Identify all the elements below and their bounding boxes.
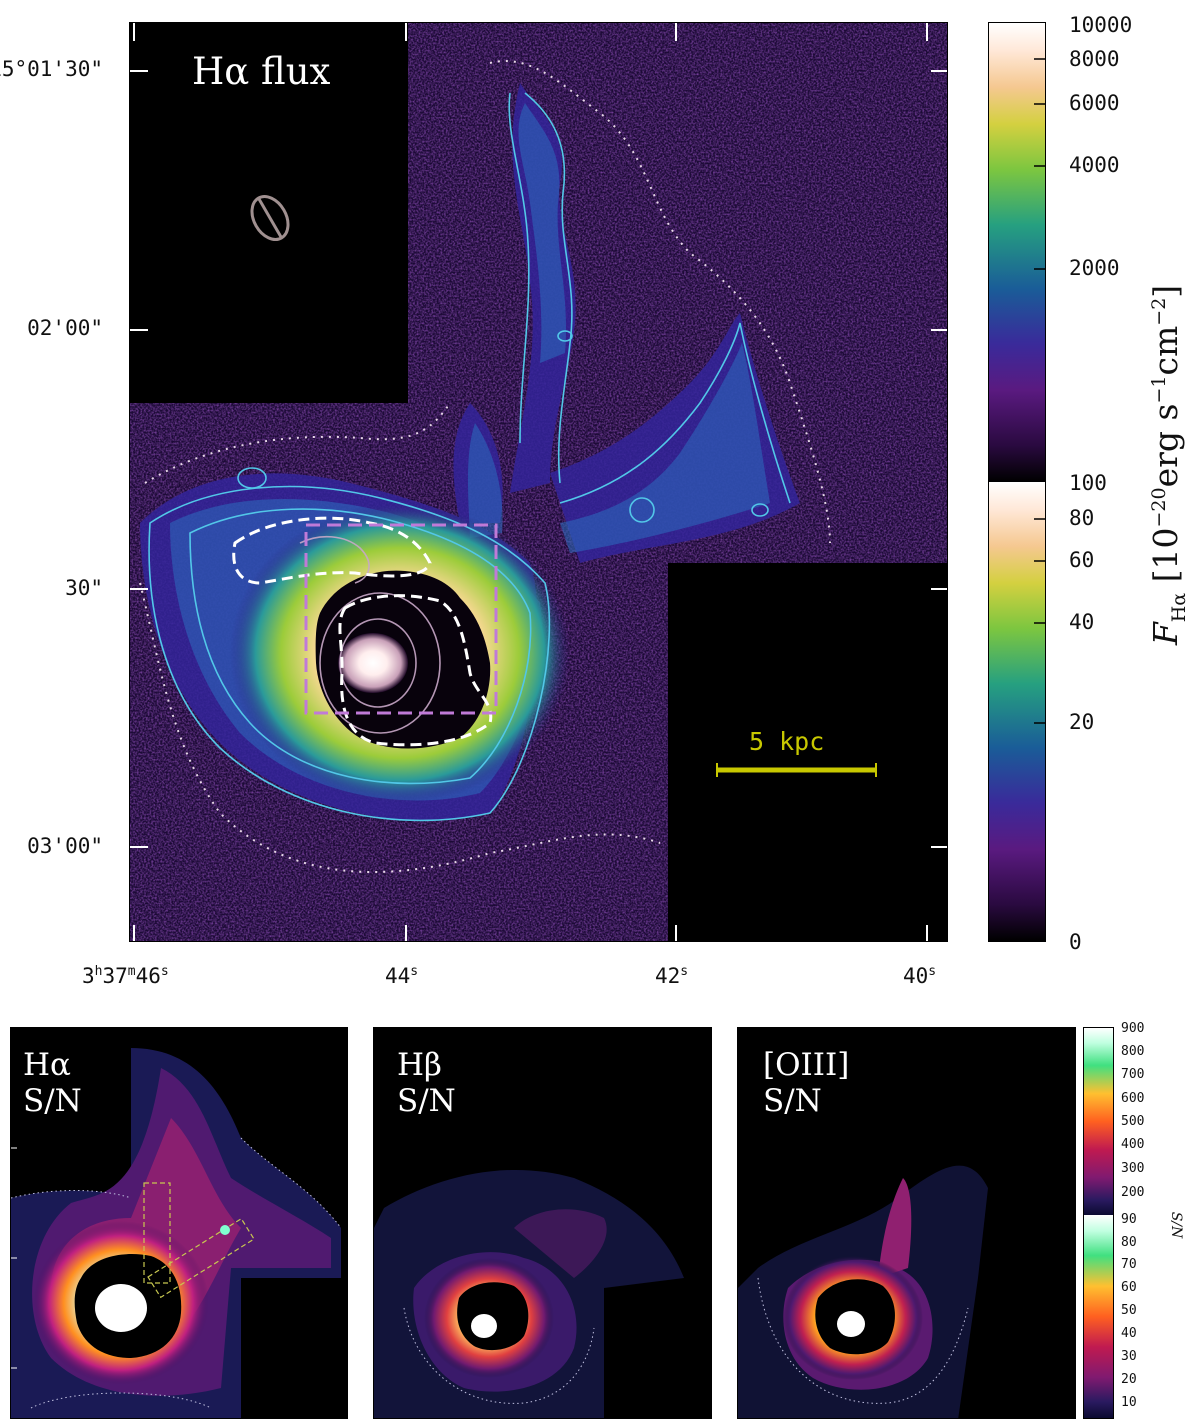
halpha-sn-panel — [10, 1027, 348, 1419]
halpha-sn-title: Hα S/N — [23, 1047, 82, 1119]
sn-colorbar-label: S/N — [1168, 1211, 1184, 1239]
colorbar-tick-label: 2000 — [1069, 256, 1120, 280]
sn-colorbar-tick: 800 — [1121, 1044, 1145, 1059]
colorbar-tick-label: 60 — [1069, 548, 1095, 572]
sn-colorbar-tick: 90 — [1121, 1212, 1137, 1227]
sn-colorbar-tick: 40 — [1121, 1326, 1137, 1341]
sn-colorbar-tick: 50 — [1121, 1303, 1137, 1318]
colorbar-tick-label: 10000 — [1069, 13, 1133, 37]
sn-colorbar-tick: 600 — [1121, 1091, 1145, 1106]
beam-ellipse — [250, 195, 290, 241]
sn-colorbar-tick: 30 — [1121, 1349, 1137, 1364]
colorbar-tick-label: 0 — [1069, 930, 1082, 954]
colorbar-axis-label: FHα [10−20erg s−1cm−2] — [1146, 284, 1190, 646]
colorbar-tick-label: 80 — [1069, 506, 1095, 530]
sn-colorbar-tick: 80 — [1121, 1235, 1137, 1250]
dec-tick-label: -15°01'30" — [0, 57, 103, 81]
sn-colorbar-tick: 400 — [1121, 1137, 1145, 1152]
hbeta-sn-panel — [373, 1027, 712, 1419]
scalebar-label: 5 kpc — [749, 727, 825, 756]
flux-colorbar — [988, 22, 1046, 942]
colorbar-tick-label: 20 — [1069, 710, 1095, 734]
dec-tick-label: 30" — [65, 576, 103, 600]
dec-tick-label: 02'00" — [27, 316, 103, 340]
sn-colorbar-tick: 200 — [1121, 1185, 1145, 1200]
main-map-panel — [129, 22, 948, 942]
oiii-sn-panel — [737, 1027, 1076, 1419]
colorbar-tick-label: 8000 — [1069, 47, 1120, 71]
sn-colorbar-tick: 10 — [1121, 1395, 1137, 1410]
oiii-sn-title: [OIII] S/N — [763, 1047, 850, 1119]
sn-colorbar-tick: 70 — [1121, 1257, 1137, 1272]
ra-tick-label: 42s — [655, 964, 689, 988]
colorbar-tick-label: 4000 — [1069, 153, 1120, 177]
dec-tick-label: 03'00" — [27, 834, 103, 858]
ra-tick-label: 44s — [385, 964, 419, 988]
colorbar-tick-label: 100 — [1069, 471, 1107, 495]
sn-colorbar-tick: 900 — [1121, 1021, 1145, 1036]
sn-colorbar-tick: 700 — [1121, 1067, 1145, 1082]
sn-colorbar-tick: 500 — [1121, 1114, 1145, 1129]
sn-colorbar-tick: 60 — [1121, 1280, 1137, 1295]
ra-tick-label: 40s — [903, 964, 937, 988]
main-map-title: Hα flux — [192, 50, 331, 93]
colorbar-tick-label: 6000 — [1069, 91, 1120, 115]
ra-tick-label: 3h37m46s — [82, 964, 169, 988]
flux-colorbar-ticks — [1034, 58, 1046, 724]
sn-colorbar-tick: 300 — [1121, 1161, 1145, 1176]
sn-colorbar-tick: 20 — [1121, 1372, 1137, 1387]
colorbar-tick-label: 40 — [1069, 610, 1095, 634]
sn-colorbar — [1083, 1027, 1114, 1419]
hbeta-sn-title: Hβ S/N — [397, 1047, 456, 1119]
halpha-flux-image — [130, 23, 947, 941]
